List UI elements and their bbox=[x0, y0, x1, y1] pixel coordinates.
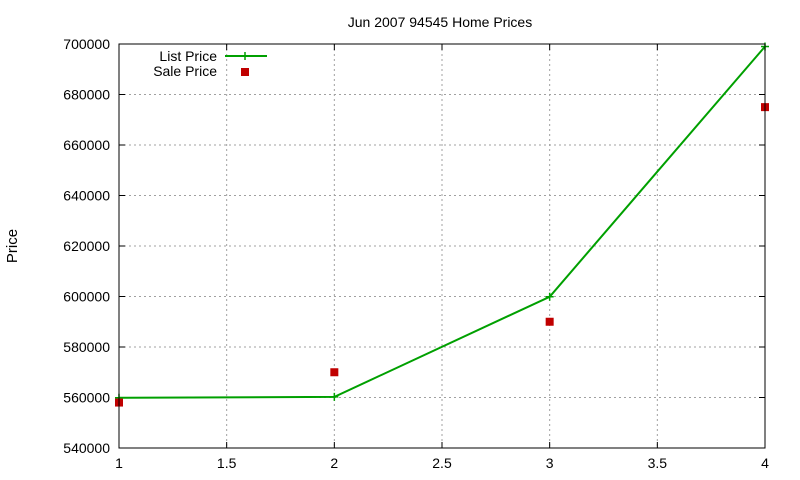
data-point bbox=[330, 392, 339, 401]
legend-marker bbox=[241, 68, 249, 76]
x-tick-label: 4 bbox=[761, 455, 769, 471]
legend-label: List Price bbox=[159, 48, 217, 64]
y-tick-label: 560000 bbox=[63, 390, 110, 406]
y-tick-label: 660000 bbox=[63, 137, 110, 153]
x-tick-label: 3 bbox=[546, 455, 554, 471]
x-tick-label: 3.5 bbox=[648, 455, 668, 471]
x-tick-label: 1.5 bbox=[217, 455, 237, 471]
x-tick-label: 1 bbox=[115, 455, 123, 471]
chart-title: Jun 2007 94545 Home Prices bbox=[348, 14, 532, 30]
y-tick-label: 580000 bbox=[63, 339, 110, 355]
legend-label: Sale Price bbox=[153, 63, 217, 79]
data-point bbox=[330, 368, 339, 377]
tick-labels: 1 1.5 2 2.5 3 3.5 4 540000 560000 580000 600000 620… bbox=[63, 36, 769, 471]
y-tick-label: 540000 bbox=[63, 440, 110, 456]
y-tick-label: 700000 bbox=[63, 36, 110, 52]
legend-marker bbox=[241, 52, 249, 60]
series-line bbox=[118, 45, 766, 399]
grid bbox=[119, 44, 765, 448]
y-tick-label: 640000 bbox=[63, 188, 110, 204]
data-point bbox=[545, 292, 554, 301]
y-tick-label: 680000 bbox=[63, 87, 110, 103]
x-tick-label: 2 bbox=[330, 455, 338, 471]
y-tick-label: 620000 bbox=[63, 238, 110, 254]
y-axis-label: Price bbox=[4, 229, 21, 263]
y-tick-label: 600000 bbox=[63, 289, 110, 305]
data-point bbox=[545, 317, 554, 326]
x-tick-label: 2.5 bbox=[432, 455, 452, 471]
plot-border bbox=[118, 43, 766, 449]
